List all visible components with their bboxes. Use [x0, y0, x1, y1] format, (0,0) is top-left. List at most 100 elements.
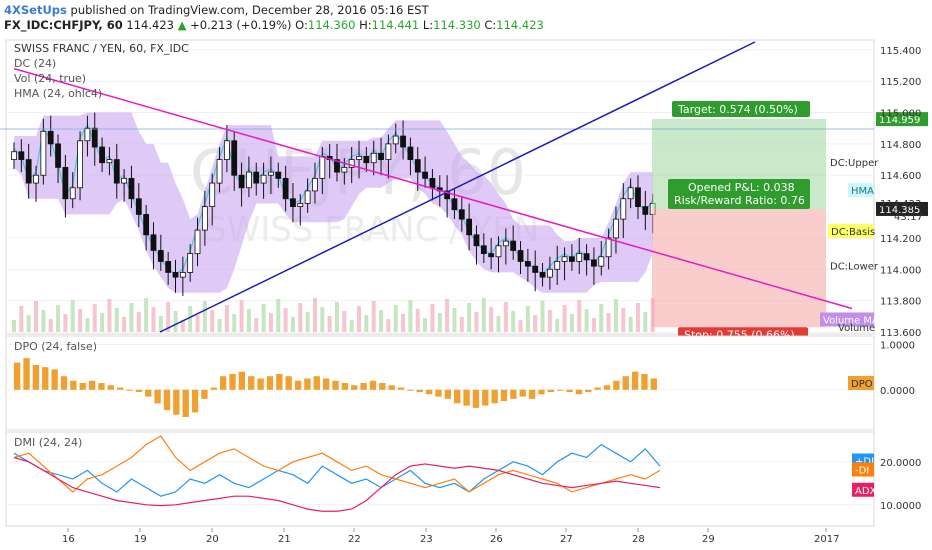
open-label: O:: [295, 18, 308, 32]
volume-bar: [474, 312, 479, 332]
dpo-axis[interactable]: 1.0000 0.0000 DPO: [848, 341, 915, 397]
candle-body: [179, 272, 186, 278]
candle-body: [576, 253, 583, 262]
volume-bar: [224, 305, 229, 332]
candle-body: [546, 268, 553, 278]
candle-body: [334, 159, 340, 173]
current-price-tag-bg: [876, 201, 928, 216]
volume-bar: [41, 310, 46, 332]
dpo-bar: [88, 380, 96, 390]
dpo-bar: [425, 389, 433, 395]
candle-body: [414, 159, 421, 173]
dpo-bar: [585, 389, 592, 393]
price-tick-label: 114.000: [880, 265, 921, 276]
dpo-bar: [575, 389, 583, 395]
volume-bar: [335, 302, 339, 332]
indicator-tags: 114.959 114.385 HMA DC:Basis DC:Upper DC:Lowe…: [820, 112, 928, 334]
donchian-channel: [14, 112, 653, 293]
dpo-tag: DPO: [851, 379, 873, 390]
chart-header: 4XSetUps published on TradingView.com, D…: [0, 0, 932, 36]
price-chart[interactable]: CHFJPY, 60 SWISS FRANC / YEN Target: 0.5…: [0, 36, 932, 550]
candle-body: [62, 167, 69, 200]
dpo-bar: [191, 389, 199, 413]
volume-bar: [577, 300, 582, 332]
low-label: L:: [422, 18, 434, 32]
volume-bar: [217, 319, 222, 332]
dpo-bar: [70, 380, 77, 390]
candle-body: [613, 218, 619, 239]
price-axis[interactable]: 115.400 115.200 115.000 114.800 114.600 114.4…: [880, 46, 923, 339]
dpo-bar: [135, 389, 143, 393]
dmi-axis[interactable]: 20.0000 10.0000 +DI-DI ADX: [852, 453, 921, 512]
dpo-bar: [229, 373, 236, 390]
author-name[interactable]: 4XSetUps: [4, 3, 67, 17]
candle-body: [312, 177, 318, 192]
time-axis[interactable]: 16 19 20 21 22 23 26 27 28 29 2017: [62, 528, 839, 545]
hma-line: [13, 123, 654, 275]
candle-body: [502, 240, 509, 247]
price-tick-label: 113.600: [880, 328, 921, 339]
volume-bar: [511, 311, 516, 332]
volume-bar: [26, 315, 31, 332]
dpo-bar: [454, 389, 461, 404]
candle-body: [128, 177, 135, 200]
volume-bar: [452, 308, 457, 332]
dmi-tick-label: 10.0000: [880, 501, 921, 512]
long-position-tool[interactable]: Target: 0.574 (0.50%) Opened P&L: 0.038Ri…: [0, 100, 874, 342]
volume-bar: [371, 301, 376, 332]
price-change: +0.213 (+0.19%): [190, 18, 292, 32]
volume-bar: [85, 318, 90, 332]
dpo-bar: [60, 376, 68, 390]
volume-bar: [562, 305, 567, 332]
dpo-bar: [519, 389, 526, 397]
volume-bar: [408, 300, 413, 332]
candle-body: [304, 190, 311, 204]
volume-bar: [166, 302, 171, 332]
dpo-bar: [641, 373, 648, 390]
dpo-bar: [341, 383, 349, 390]
dmi-tag-2: ADX: [855, 486, 877, 497]
candle-body: [260, 174, 267, 184]
descending-trendline[interactable]: [13, 67, 853, 310]
candle-body: [378, 152, 384, 160]
candle-body: [554, 261, 561, 270]
time-tick-label: 22: [348, 534, 361, 545]
volume-bar: [173, 311, 178, 332]
dpo-bar: [14, 362, 21, 390]
volume-bar: [298, 303, 303, 332]
price-pane[interactable]: CHFJPY, 60 SWISS FRANC / YEN Target: 0.5…: [0, 39, 928, 342]
volume-bar: [232, 314, 237, 332]
price-tick-label: 114.800: [880, 140, 921, 151]
volume-bar: [114, 308, 119, 332]
dpo-bar: [379, 383, 386, 390]
dpo-bar: [435, 389, 442, 397]
candle-body: [392, 135, 399, 145]
volume-bar: [635, 303, 640, 332]
volume-bar: [290, 317, 295, 332]
ascending-trendline[interactable]: [159, 41, 756, 333]
dpo-pane[interactable]: DPO (24, false): [5, 335, 875, 431]
hma-tag-bg: [848, 183, 874, 198]
dpo-bar: [407, 389, 414, 391]
price-tick-label: 115.000: [880, 109, 921, 120]
dpo-bar: [369, 380, 377, 390]
dmi-pane[interactable]: DMI (24, 24): [5, 431, 875, 527]
volume-bar: [158, 316, 163, 332]
dpo-bar: [351, 385, 358, 390]
candle-body: [238, 174, 245, 189]
dpo-bar: [116, 387, 124, 390]
dpo-bar: [472, 389, 480, 408]
volume-bar: [107, 299, 112, 332]
candle-body: [458, 209, 465, 220]
dpo-bar: [238, 371, 246, 390]
candle-body: [620, 198, 627, 220]
dpo-bar: [650, 378, 657, 390]
candle-body: [524, 261, 531, 267]
dmi-series-1: [13, 435, 661, 493]
close-label: C:: [484, 18, 497, 32]
candle-body: [400, 135, 406, 148]
volume-bar: [210, 310, 215, 332]
dmi-lines: [13, 435, 661, 512]
high-label: H:: [359, 18, 372, 32]
candle-body: [106, 159, 113, 164]
